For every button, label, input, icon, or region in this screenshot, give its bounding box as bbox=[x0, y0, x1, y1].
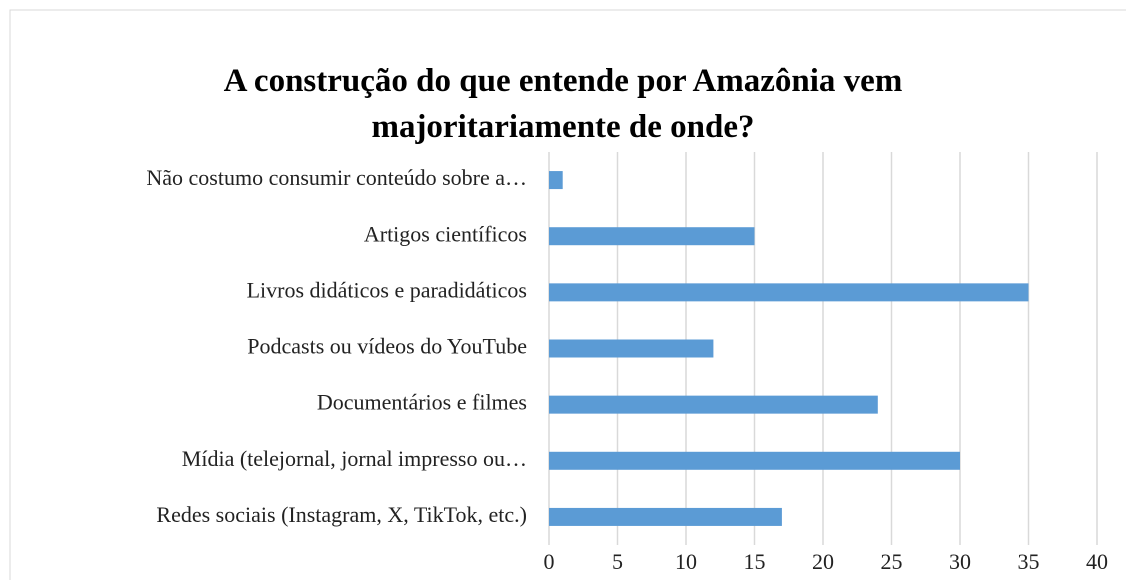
x-tick-label: 25 bbox=[881, 549, 903, 574]
x-tick-label: 40 bbox=[1086, 549, 1108, 574]
bar bbox=[549, 395, 878, 414]
x-tick-label: 35 bbox=[1018, 549, 1040, 574]
bar bbox=[549, 227, 755, 246]
y-tick-label: Documentários e filmes bbox=[317, 390, 527, 415]
bar bbox=[549, 339, 714, 358]
bar bbox=[549, 171, 563, 190]
x-tick-label: 0 bbox=[544, 549, 555, 574]
x-tick-label: 5 bbox=[612, 549, 623, 574]
y-tick-label: Livros didáticos e paradidáticos bbox=[247, 277, 527, 302]
chart-border bbox=[9, 9, 1126, 580]
x-tick-label: 20 bbox=[812, 549, 834, 574]
y-tick-label: Redes sociais (Instagram, X, TikTok, etc… bbox=[156, 502, 527, 527]
x-tick-label: 10 bbox=[675, 549, 697, 574]
bar bbox=[549, 283, 1029, 302]
bar bbox=[549, 451, 960, 470]
y-tick-label: Artigos científicos bbox=[364, 221, 527, 246]
y-tick-label: Não costumo consumir conteúdo sobre a… bbox=[146, 165, 527, 190]
chart-title: A construção do que entende por Amazônia… bbox=[223, 63, 903, 145]
x-tick-label: 15 bbox=[744, 549, 766, 574]
y-tick-label: Mídia (telejornal, jornal impresso ou… bbox=[182, 446, 527, 471]
bar bbox=[549, 507, 782, 526]
y-tick-label: Podcasts ou vídeos do YouTube bbox=[247, 334, 527, 359]
x-tick-label: 30 bbox=[949, 549, 971, 574]
